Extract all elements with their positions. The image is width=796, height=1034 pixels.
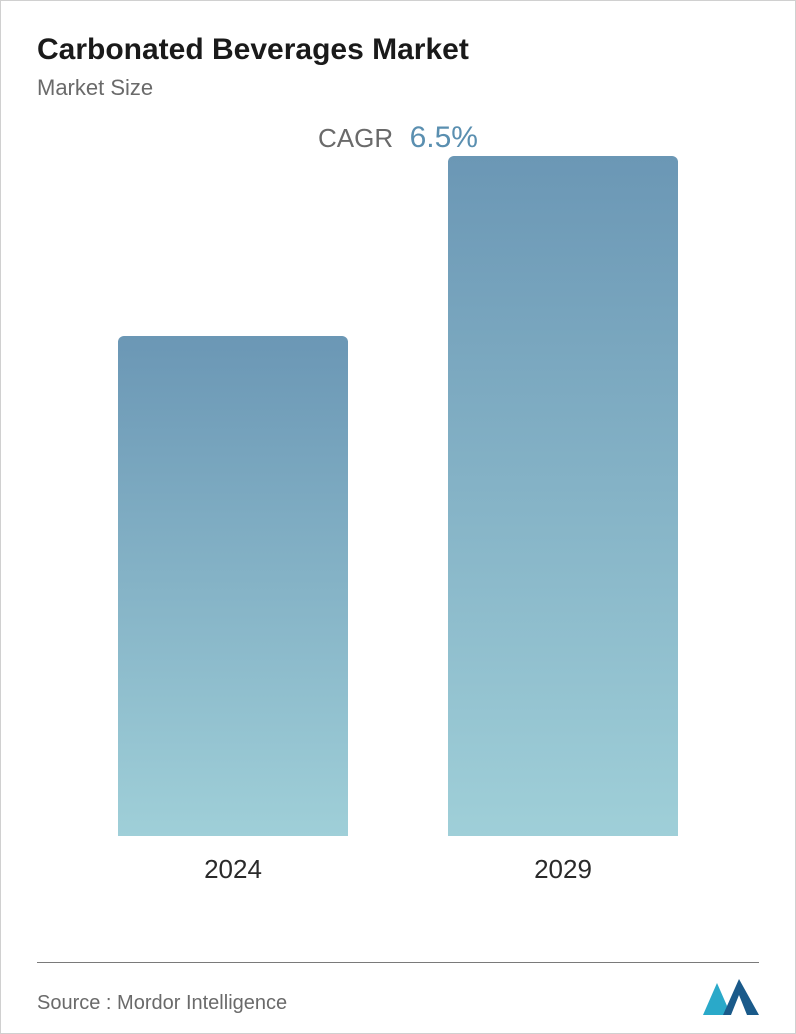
cagr-label: CAGR: [318, 123, 393, 153]
bar-group-2029: 2029: [448, 156, 678, 885]
bar-group-2024: 2024: [118, 336, 348, 885]
cagr-value: 6.5%: [410, 121, 478, 154]
chart-container: Carbonated Beverages Market Market Size …: [1, 1, 795, 1033]
bar-chart: 2024 2029: [37, 205, 759, 885]
bar-2029: [448, 156, 678, 836]
bar-label-2024: 2024: [204, 854, 262, 885]
source-text: Source : Mordor Intelligence: [37, 992, 287, 1015]
page-subtitle: Market Size: [37, 75, 759, 101]
mordor-logo-icon: [703, 979, 759, 1015]
page-title: Carbonated Beverages Market: [37, 33, 759, 67]
bar-label-2029: 2029: [534, 854, 592, 885]
bar-2024: [118, 336, 348, 836]
cagr-row: CAGR 6.5%: [37, 121, 759, 155]
footer: Source : Mordor Intelligence: [37, 962, 759, 1015]
